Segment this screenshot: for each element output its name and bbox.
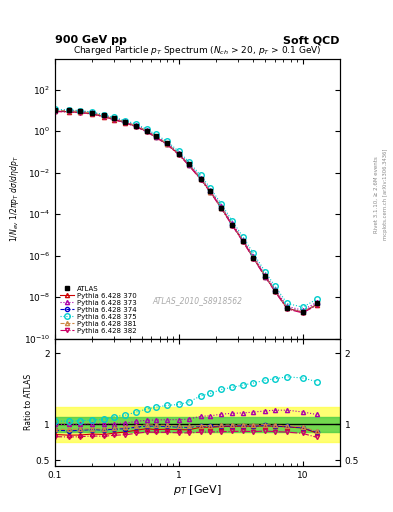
Title: Charged Particle $p_T$ Spectrum ($N_{ch}$ > 20, $p_T$ > 0.1 GeV): Charged Particle $p_T$ Spectrum ($N_{ch}… <box>73 45 322 57</box>
Y-axis label: Ratio to ATLAS: Ratio to ATLAS <box>24 374 33 431</box>
Bar <box>55 417 340 432</box>
X-axis label: $p_T$ [GeV]: $p_T$ [GeV] <box>173 482 222 497</box>
Bar <box>55 407 340 442</box>
Text: 900 GeV pp: 900 GeV pp <box>55 35 127 45</box>
Legend: ATLAS, Pythia 6.428 370, Pythia 6.428 373, Pythia 6.428 374, Pythia 6.428 375, P: ATLAS, Pythia 6.428 370, Pythia 6.428 37… <box>59 284 138 335</box>
Text: Rivet 3.1.10, ≥ 2.6M events: Rivet 3.1.10, ≥ 2.6M events <box>374 156 379 233</box>
Text: Soft QCD: Soft QCD <box>283 35 340 45</box>
Text: ATLAS_2010_S8918562: ATLAS_2010_S8918562 <box>152 296 242 305</box>
Y-axis label: $1/N_{ev}$ $1/2\pi p_T$ $d\sigma/d\eta dp_T$: $1/N_{ev}$ $1/2\pi p_T$ $d\sigma/d\eta d… <box>8 155 21 242</box>
Text: mcplots.cern.ch [arXiv:1306.3436]: mcplots.cern.ch [arXiv:1306.3436] <box>384 149 388 240</box>
